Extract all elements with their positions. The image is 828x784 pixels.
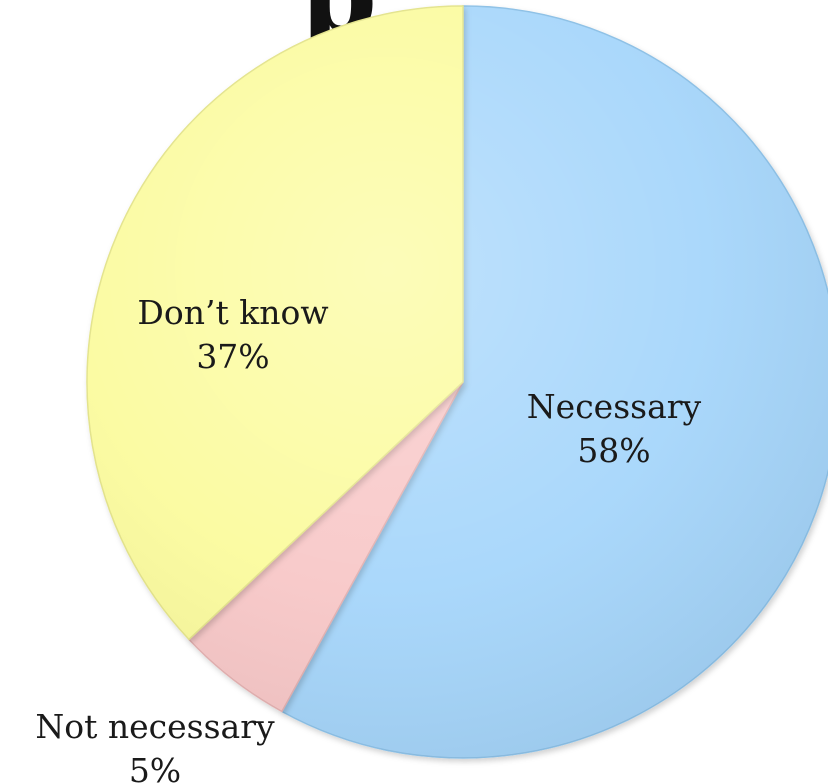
slice-category-label: Necessary xyxy=(527,387,702,426)
slice-value-label: 5% xyxy=(129,751,181,784)
slice-label-don-t-know: Don’t know 37% xyxy=(137,293,328,376)
slice-value-label: 37% xyxy=(196,337,269,376)
pie-slices xyxy=(86,5,828,759)
slice-category-label: Not necessary xyxy=(35,707,275,746)
slice-category-label: Don’t know xyxy=(137,293,328,332)
slice-label-necessary: Necessary 58% xyxy=(527,387,702,470)
pie-labels: Necessary 58% Not necessary 5% Don’t know 37% xyxy=(35,293,701,784)
slice-value-label: 58% xyxy=(577,431,650,470)
slice-label-not-necessary: Not necessary 5% xyxy=(35,707,275,784)
